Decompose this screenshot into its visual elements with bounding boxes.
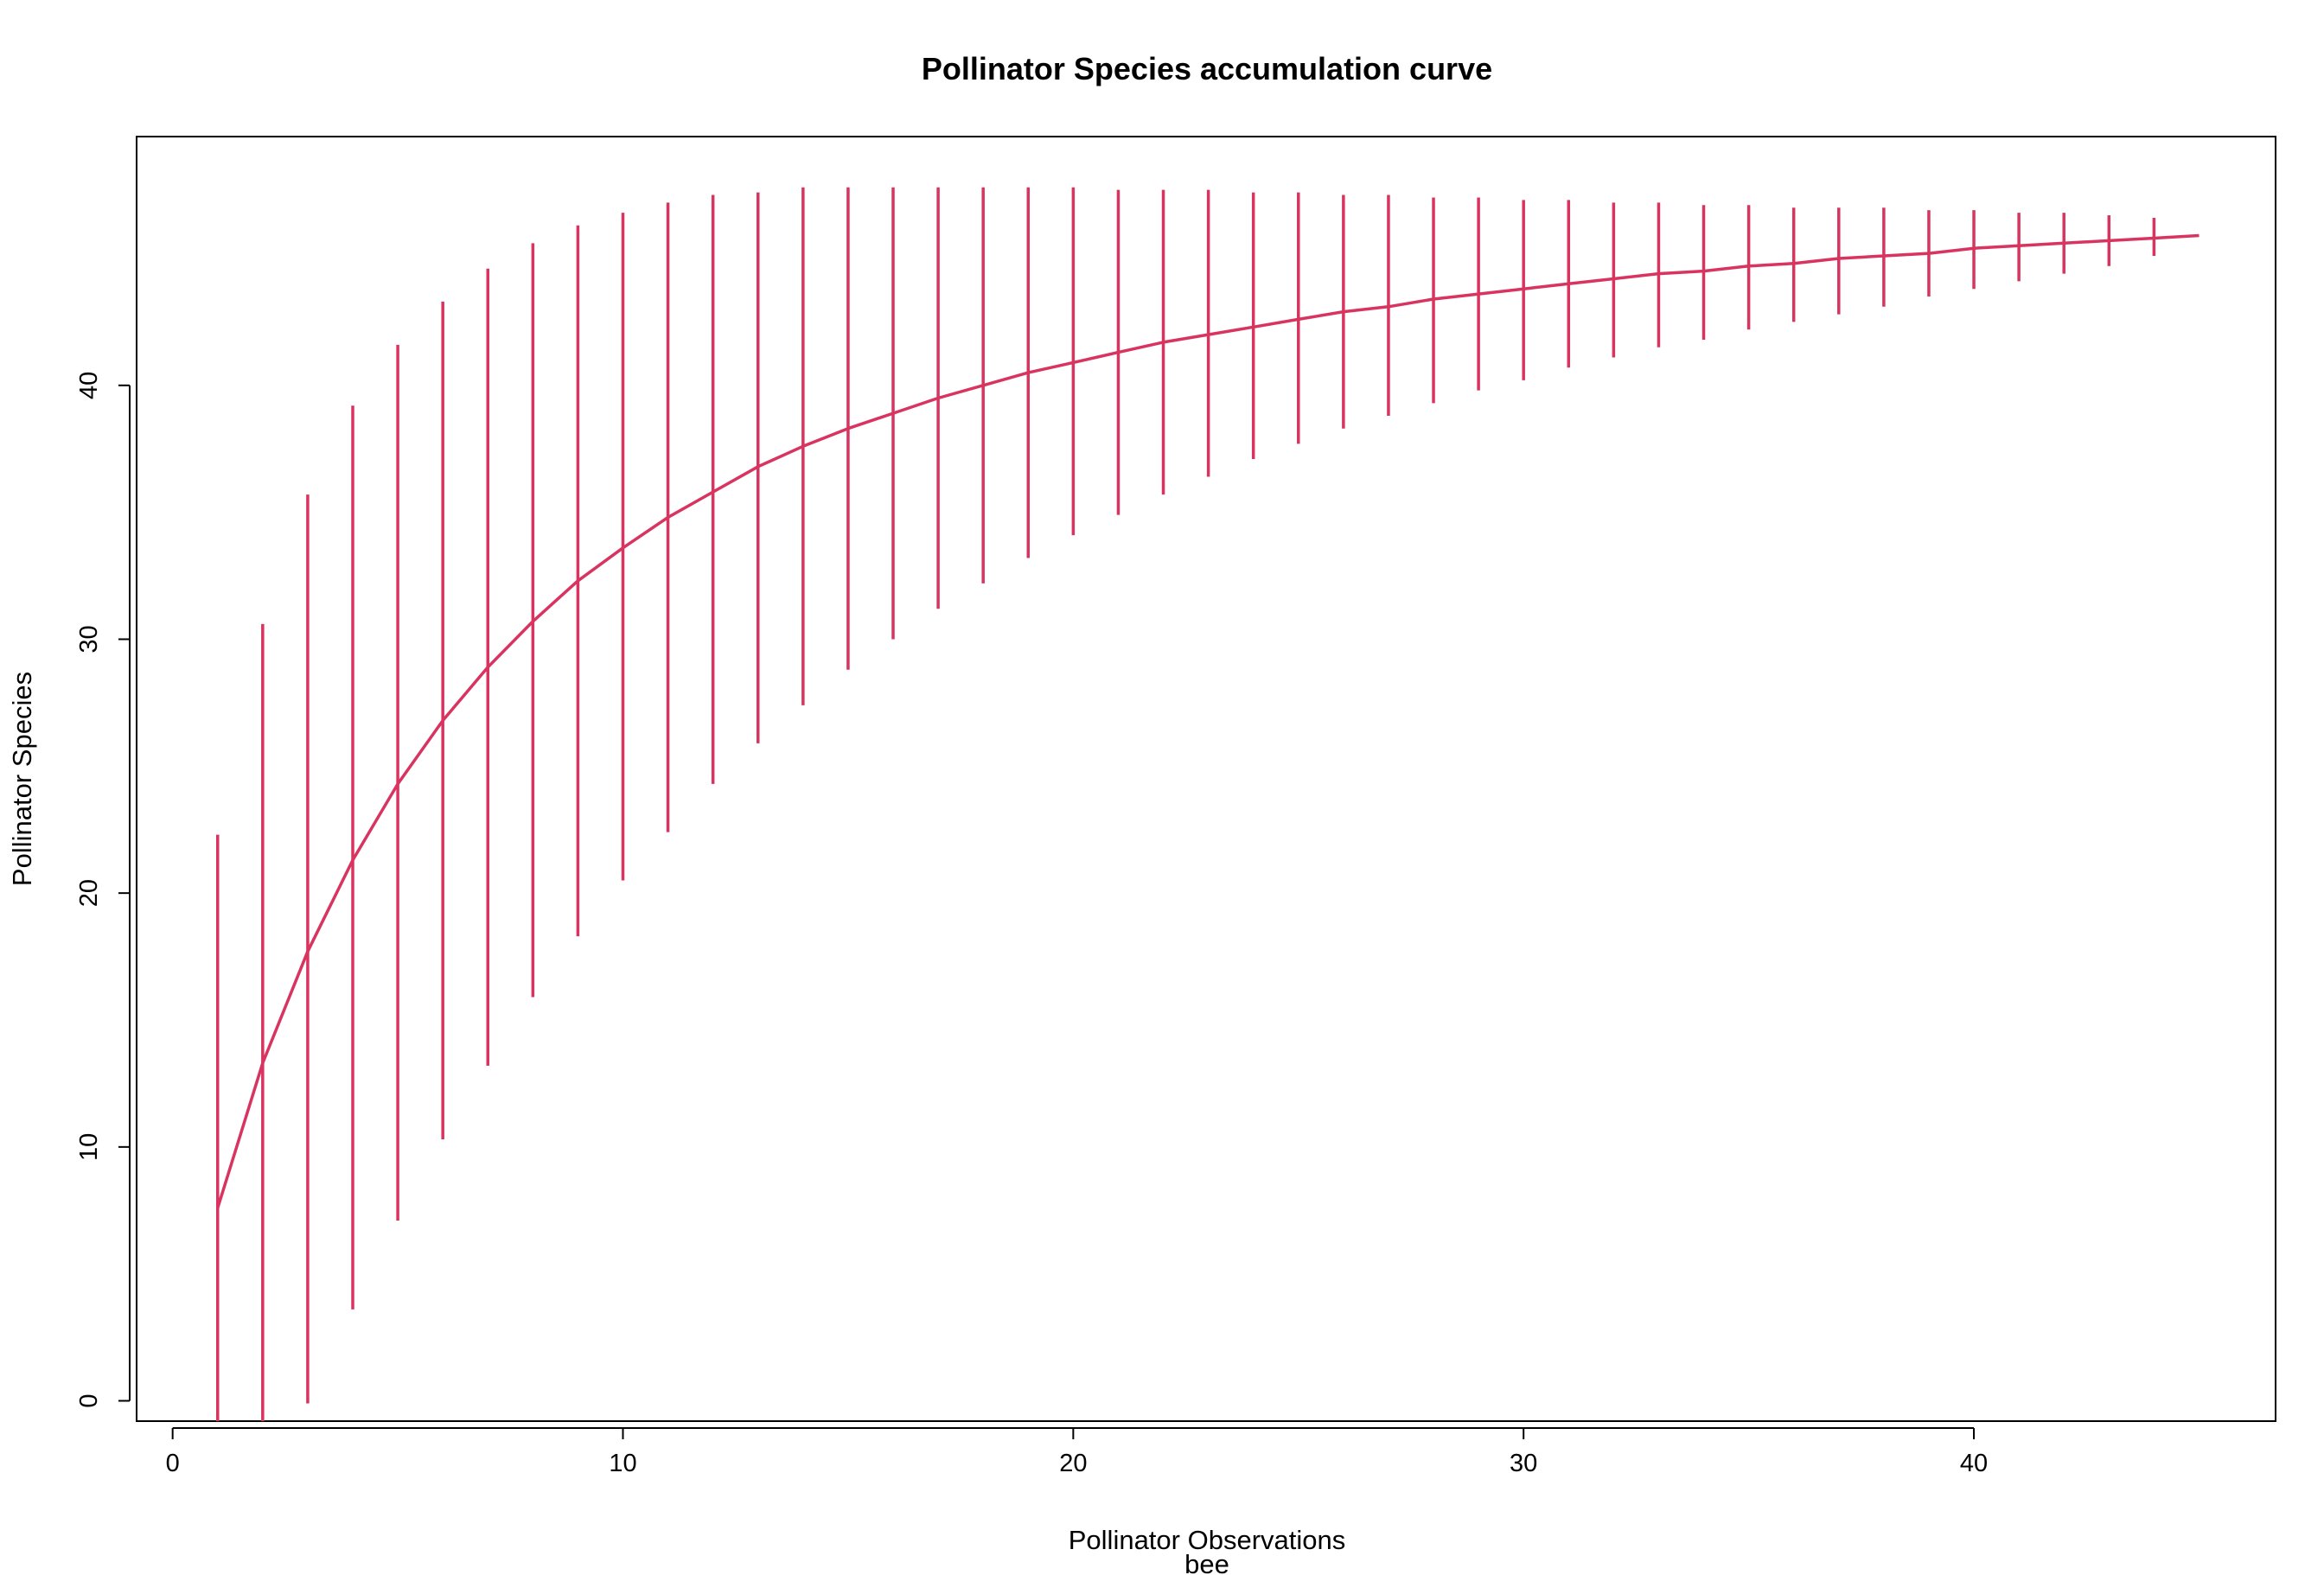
x-tick-label: 20 <box>1059 1450 1087 1477</box>
y-tick-label: 0 <box>75 1393 103 1407</box>
y-axis: 0 10 20 30 40 <box>75 372 131 1408</box>
confidence-interval-bars <box>216 187 2156 1421</box>
x-tick-label: 30 <box>1510 1450 1537 1477</box>
x-tick-label: 10 <box>609 1450 636 1477</box>
accumulation-curve-line <box>216 233 2200 1208</box>
y-tick-label: 40 <box>75 372 103 399</box>
x-tick-label: 40 <box>1960 1450 1988 1477</box>
y-axis-label: Pollinator Species <box>7 672 37 886</box>
y-tick-label: 20 <box>75 879 103 907</box>
y-tick-label: 30 <box>75 625 103 653</box>
x-axis: 0 10 20 30 40 <box>166 1427 1988 1477</box>
x-tick-label: 0 <box>166 1450 180 1477</box>
plot-frame <box>136 136 2276 1422</box>
chart-title: Pollinator Species accumulation curve <box>922 51 1492 86</box>
x-axis-subtitle: bee <box>1184 1549 1229 1575</box>
x-axis-label: Pollinator Observations <box>1069 1525 1346 1555</box>
y-tick-label: 10 <box>75 1133 103 1161</box>
